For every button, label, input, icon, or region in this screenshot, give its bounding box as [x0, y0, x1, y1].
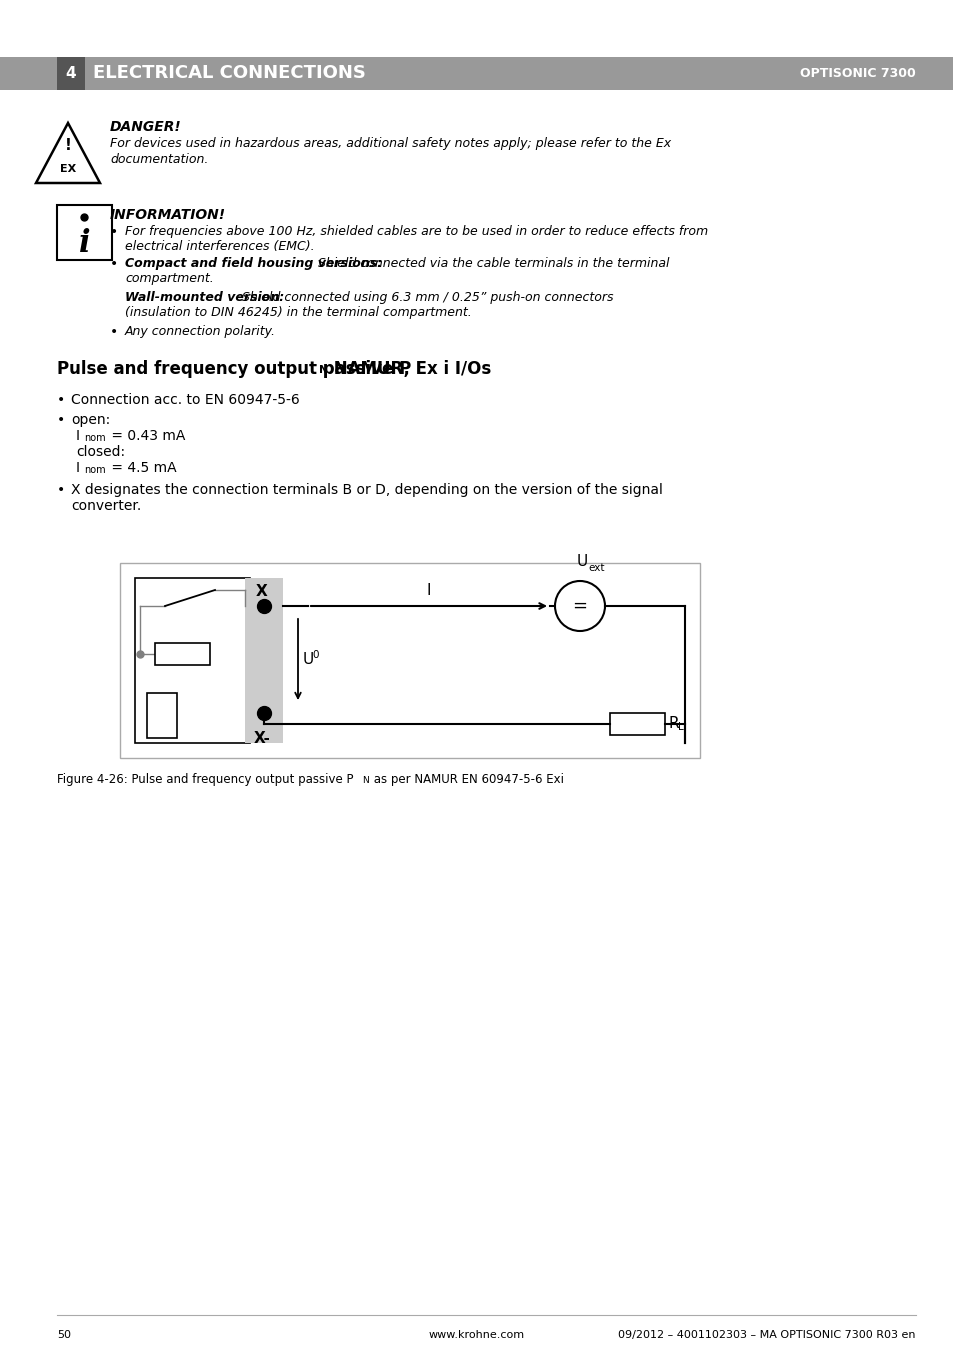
Text: •: •: [110, 226, 118, 239]
Text: Figure 4-26: Pulse and frequency output passive P: Figure 4-26: Pulse and frequency output …: [57, 773, 354, 786]
Text: I: I: [76, 430, 80, 443]
Text: For devices used in hazardous areas, additional safety notes apply; please refer: For devices used in hazardous areas, add…: [110, 136, 670, 150]
Text: INFORMATION!: INFORMATION!: [110, 208, 226, 222]
Bar: [135, 578, 250, 743]
Text: Wall-mounted version:: Wall-mounted version:: [125, 290, 284, 304]
Bar: [0, 57, 953, 91]
Bar: [147, 693, 177, 738]
Text: 4: 4: [66, 66, 76, 81]
Text: NAMUR, Ex i I/Os: NAMUR, Ex i I/Os: [328, 359, 491, 378]
Text: (insulation to DIN 46245) in the terminal compartment.: (insulation to DIN 46245) in the termina…: [125, 305, 471, 319]
Text: !: !: [65, 138, 71, 153]
Text: I: I: [426, 584, 431, 598]
Text: X-: X-: [253, 731, 270, 746]
Text: U: U: [303, 653, 314, 667]
Bar: [245, 578, 283, 743]
Text: X designates the connection terminals B or D, depending on the version of the si: X designates the connection terminals B …: [71, 484, 662, 497]
Bar: [609, 713, 664, 735]
Text: DANGER!: DANGER!: [110, 120, 182, 134]
Bar: [57, 205, 112, 259]
Text: 50: 50: [57, 1329, 71, 1340]
Text: R: R: [668, 716, 679, 731]
Text: Any connection polarity.: Any connection polarity.: [125, 326, 275, 338]
Text: =: =: [572, 597, 587, 615]
Text: www.krohne.com: www.krohne.com: [429, 1329, 524, 1340]
Text: •: •: [57, 413, 65, 427]
Text: Shield connected via the cable terminals in the terminal: Shield connected via the cable terminals…: [314, 257, 669, 270]
Text: ext: ext: [587, 563, 604, 573]
Bar: [120, 563, 700, 758]
Text: = 4.5 mA: = 4.5 mA: [107, 461, 176, 476]
Text: •: •: [57, 393, 65, 407]
Text: 09/2012 – 4001102303 – MA OPTISONIC 7300 R03 en: 09/2012 – 4001102303 – MA OPTISONIC 7300…: [618, 1329, 915, 1340]
Text: compartment.: compartment.: [125, 272, 213, 285]
Text: OPTISONIC 7300: OPTISONIC 7300: [800, 68, 915, 80]
Text: electrical interferences (EMC).: electrical interferences (EMC).: [125, 240, 314, 253]
Text: converter.: converter.: [71, 499, 141, 513]
Text: N: N: [361, 775, 369, 785]
Text: X: X: [255, 584, 268, 598]
Text: = 0.43 mA: = 0.43 mA: [107, 430, 185, 443]
Text: For frequencies above 100 Hz, shielded cables are to be used in order to reduce : For frequencies above 100 Hz, shielded c…: [125, 226, 707, 238]
Text: •: •: [110, 326, 118, 339]
Text: 0: 0: [312, 650, 318, 661]
Text: nom: nom: [84, 434, 106, 443]
Text: closed:: closed:: [76, 444, 125, 459]
Polygon shape: [36, 123, 100, 182]
Text: Connection acc. to EN 60947-5-6: Connection acc. to EN 60947-5-6: [71, 393, 299, 407]
Circle shape: [555, 581, 604, 631]
Text: documentation.: documentation.: [110, 153, 208, 166]
Text: •: •: [110, 257, 118, 272]
Text: Pulse and frequency output passive P: Pulse and frequency output passive P: [57, 359, 411, 378]
Text: EX: EX: [60, 163, 76, 174]
Text: i: i: [78, 227, 91, 258]
Text: open:: open:: [71, 413, 111, 427]
Text: Shield connected using 6.3 mm / 0.25” push-on connectors: Shield connected using 6.3 mm / 0.25” pu…: [238, 290, 614, 304]
Text: nom: nom: [84, 465, 106, 476]
Text: as per NAMUR EN 60947-5-6 Exi: as per NAMUR EN 60947-5-6 Exi: [370, 773, 563, 786]
Bar: [154, 643, 210, 665]
Text: U: U: [577, 554, 588, 569]
Text: L: L: [678, 721, 683, 732]
Text: I: I: [76, 461, 80, 476]
Text: Compact and field housing versions:: Compact and field housing versions:: [125, 257, 382, 270]
Text: •: •: [57, 484, 65, 497]
Text: N: N: [318, 365, 328, 376]
Text: ELECTRICAL CONNECTIONS: ELECTRICAL CONNECTIONS: [92, 65, 366, 82]
Bar: [57, 57, 85, 91]
